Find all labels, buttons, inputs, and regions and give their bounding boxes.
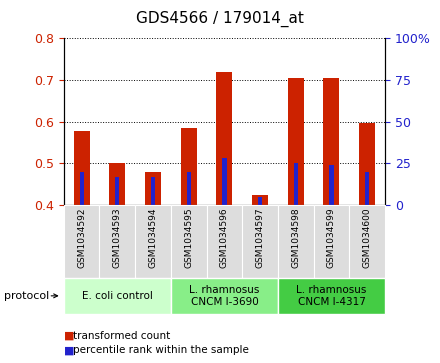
Bar: [258, 197, 262, 205]
Text: GSM1034595: GSM1034595: [184, 207, 193, 268]
Bar: [115, 177, 120, 205]
Bar: [80, 172, 84, 205]
Bar: [349, 205, 385, 278]
Bar: [252, 195, 268, 205]
Bar: [293, 163, 298, 205]
Bar: [64, 205, 99, 278]
Bar: [171, 278, 278, 314]
Text: ■: ■: [64, 331, 74, 341]
Bar: [135, 205, 171, 278]
Text: L. rhamnosus
CNCM I-4317: L. rhamnosus CNCM I-4317: [296, 285, 367, 307]
Text: percentile rank within the sample: percentile rank within the sample: [73, 345, 249, 355]
Bar: [365, 172, 369, 205]
Text: GSM1034599: GSM1034599: [327, 207, 336, 268]
Text: GSM1034597: GSM1034597: [256, 207, 264, 268]
Text: L. rhamnosus
CNCM I-3690: L. rhamnosus CNCM I-3690: [189, 285, 260, 307]
Text: GSM1034593: GSM1034593: [113, 207, 122, 268]
Bar: [206, 205, 242, 278]
Bar: [187, 172, 191, 205]
Text: E. coli control: E. coli control: [82, 291, 153, 301]
Bar: [64, 278, 171, 314]
Text: GSM1034598: GSM1034598: [291, 207, 300, 268]
Bar: [216, 72, 232, 205]
Bar: [145, 172, 161, 205]
Text: GDS4566 / 179014_at: GDS4566 / 179014_at: [136, 11, 304, 27]
Bar: [323, 78, 340, 205]
Bar: [99, 205, 135, 278]
Bar: [242, 205, 278, 278]
Bar: [151, 177, 155, 205]
Bar: [171, 205, 206, 278]
Bar: [222, 158, 227, 205]
Text: protocol: protocol: [4, 291, 50, 301]
Bar: [73, 131, 90, 205]
Text: GSM1034592: GSM1034592: [77, 207, 86, 268]
Bar: [109, 163, 125, 205]
Bar: [359, 123, 375, 205]
Bar: [329, 165, 334, 205]
Text: GSM1034596: GSM1034596: [220, 207, 229, 268]
Text: GSM1034600: GSM1034600: [363, 207, 372, 268]
Bar: [314, 205, 349, 278]
Bar: [181, 128, 197, 205]
Bar: [278, 278, 385, 314]
Text: transformed count: transformed count: [73, 331, 170, 341]
Bar: [288, 78, 304, 205]
Bar: [278, 205, 314, 278]
Text: GSM1034594: GSM1034594: [149, 207, 158, 268]
Text: ■: ■: [64, 345, 74, 355]
